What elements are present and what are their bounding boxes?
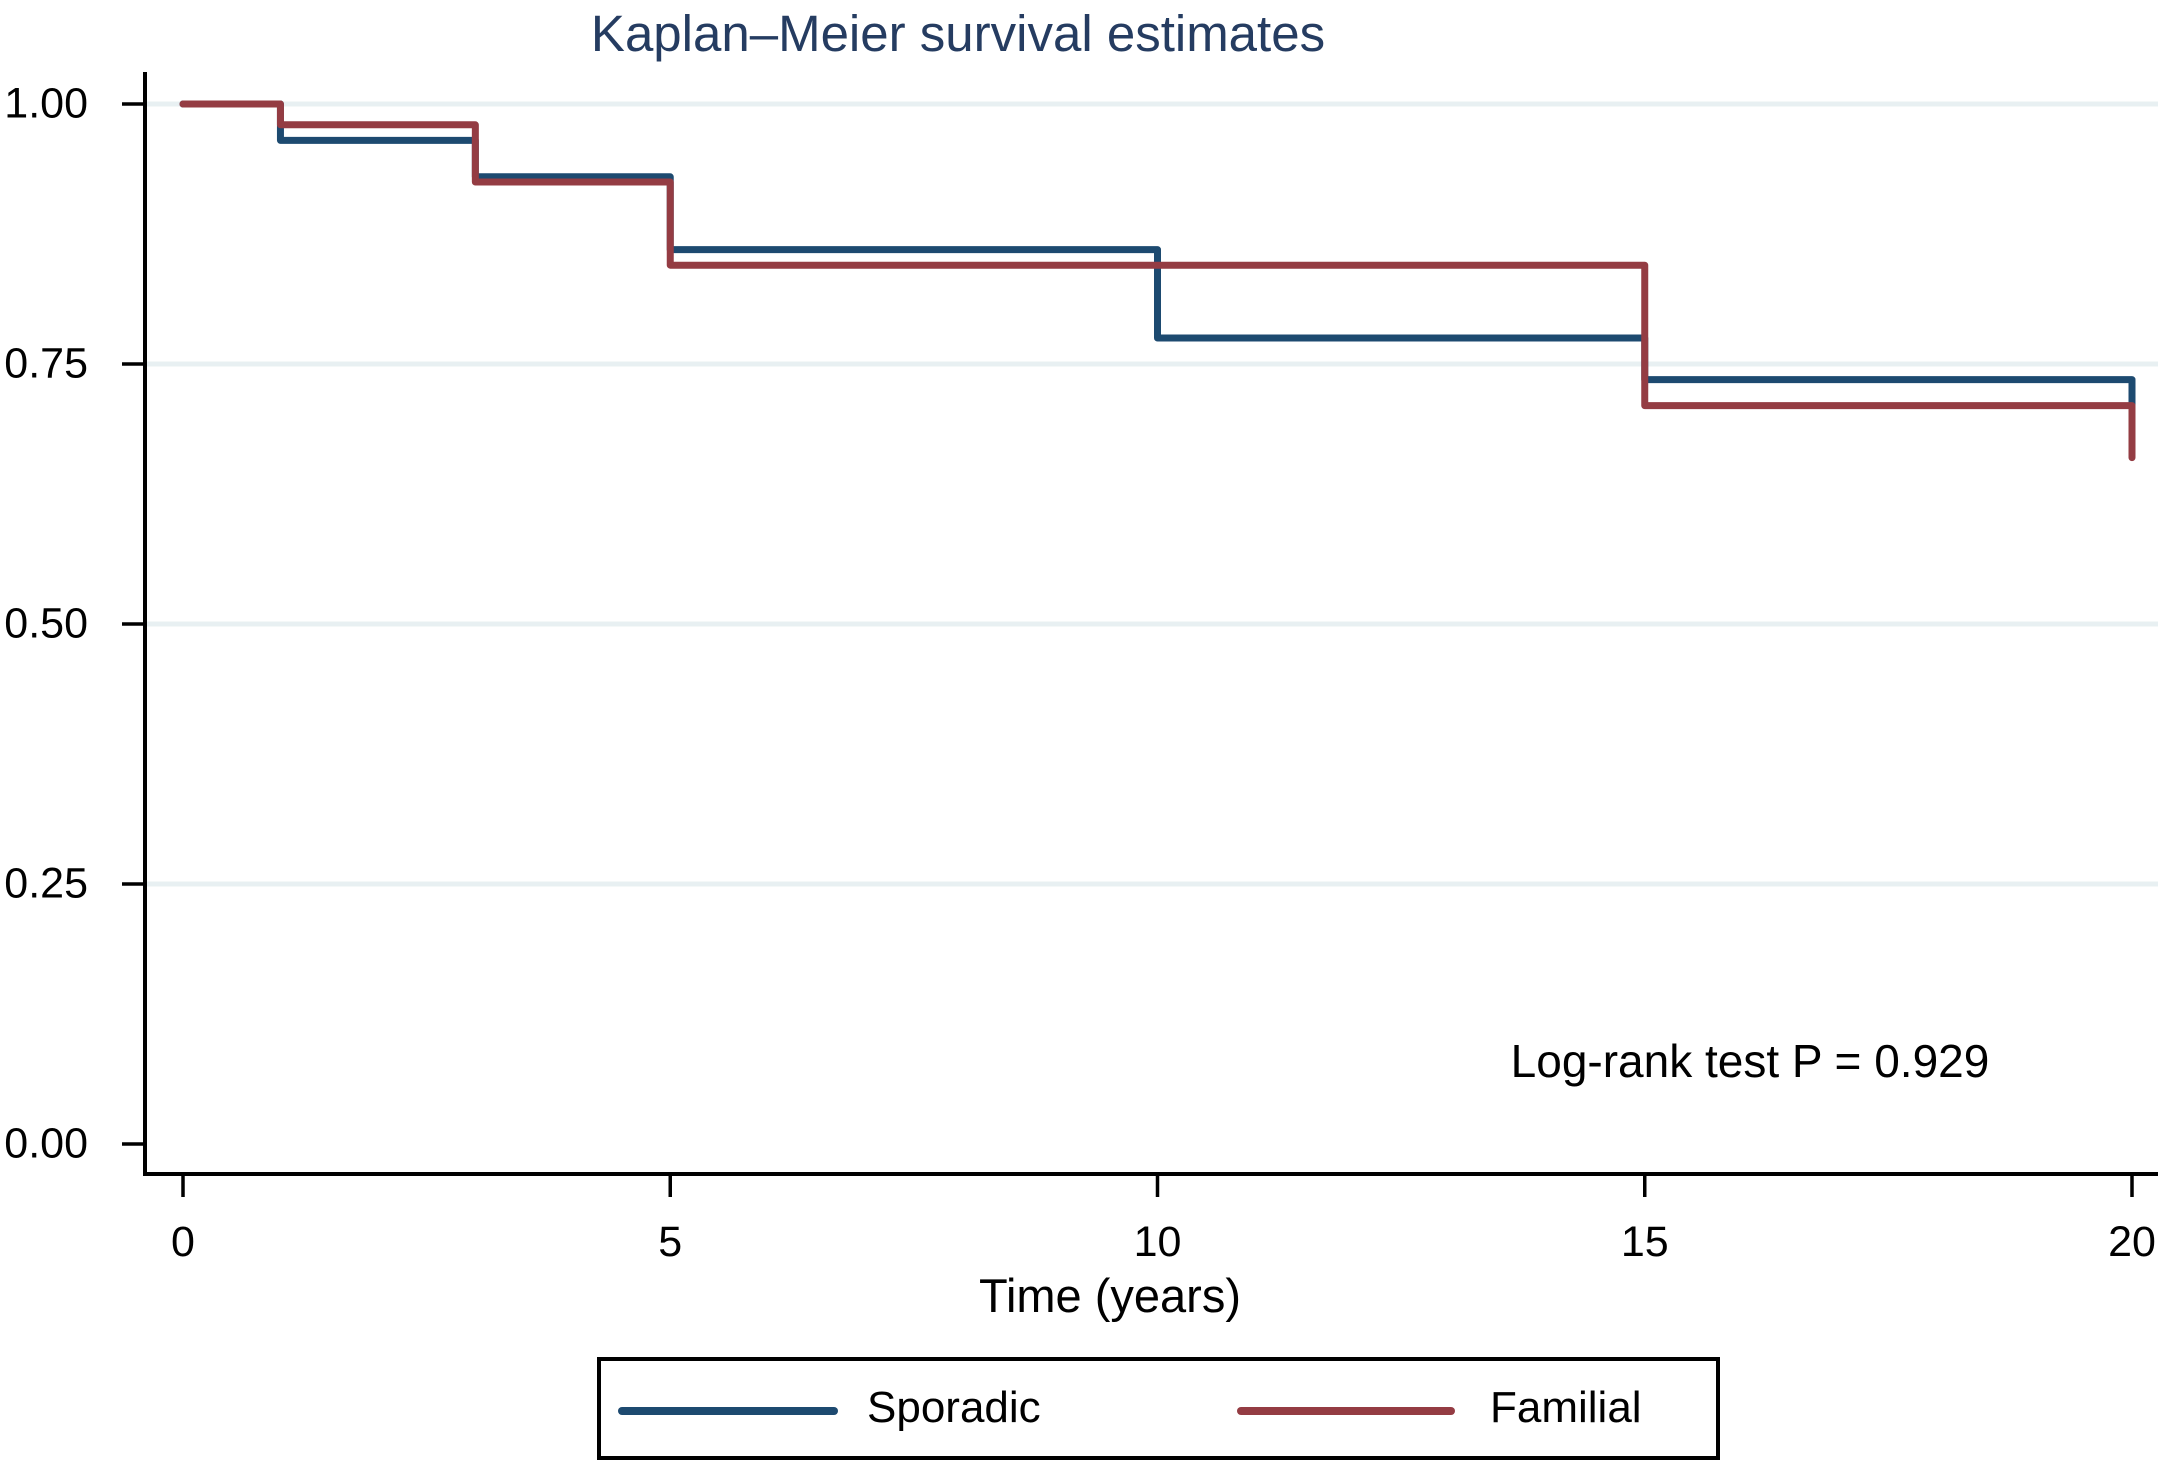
log-rank-annotation: Log-rank test P = 0.929	[1510, 1035, 1990, 1087]
legend-swatch-familial	[1237, 1407, 1455, 1415]
y-tick-label: 1.00	[4, 79, 88, 128]
x-tick-label: 20	[2108, 1218, 2156, 1266]
x-tick-label: 10	[1133, 1218, 1182, 1266]
x-tick-label: 5	[658, 1218, 683, 1266]
y-tick-label: 0.25	[4, 859, 88, 908]
legend-label-sporadic: Sporadic	[867, 1383, 1041, 1432]
x-axis-title: Time (years)	[979, 1269, 1241, 1322]
chart-title: Kaplan–Meier survival estimates	[590, 5, 1326, 62]
x-tick-label: 15	[1620, 1218, 1669, 1266]
y-tick-label: 0.75	[4, 339, 88, 388]
x-tick-label: 0	[171, 1218, 195, 1266]
legend-box: Sporadic Familial	[597, 1357, 1720, 1460]
familial-curve	[179, 100, 2136, 462]
y-tick-label: 0.50	[4, 599, 88, 648]
legend-swatch-sporadic	[618, 1407, 838, 1415]
legend-label-familial: Familial	[1490, 1383, 1642, 1432]
y-tick-label: 0.00	[4, 1119, 88, 1168]
